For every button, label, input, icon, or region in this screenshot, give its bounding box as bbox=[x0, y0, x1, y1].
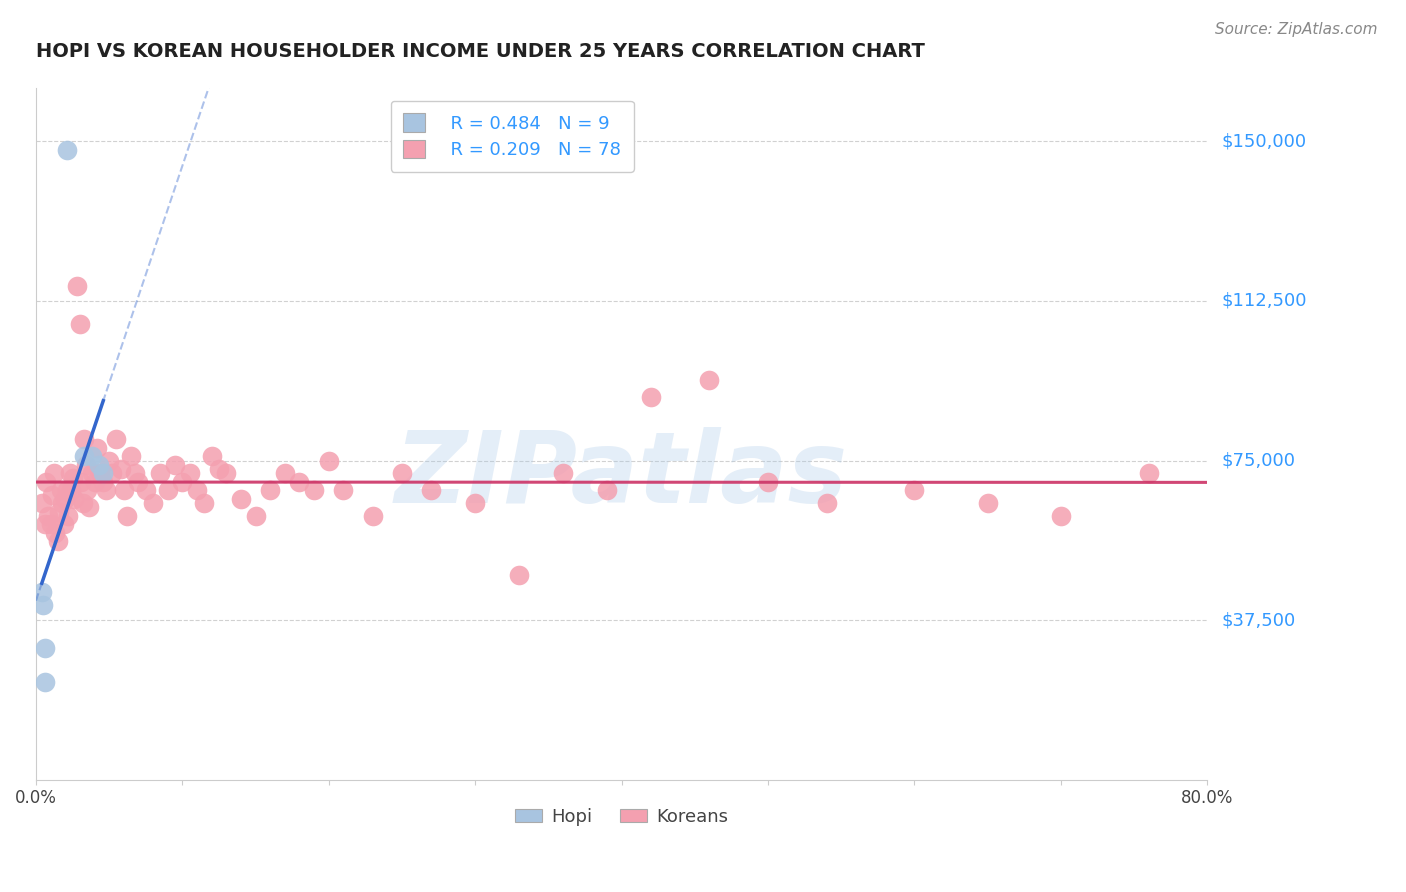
Point bbox=[42, 467, 65, 481]
Point bbox=[32, 598, 55, 612]
Point bbox=[208, 462, 231, 476]
Point bbox=[105, 432, 128, 446]
Point bbox=[699, 373, 721, 387]
Point bbox=[1137, 467, 1160, 481]
Point bbox=[976, 496, 998, 510]
Text: $37,500: $37,500 bbox=[1222, 611, 1295, 629]
Point bbox=[332, 483, 354, 498]
Point bbox=[274, 467, 297, 481]
Text: HOPI VS KOREAN HOUSEHOLDER INCOME UNDER 25 YEARS CORRELATION CHART: HOPI VS KOREAN HOUSEHOLDER INCOME UNDER … bbox=[37, 42, 925, 61]
Text: $150,000: $150,000 bbox=[1222, 132, 1306, 151]
Point bbox=[39, 517, 62, 532]
Point bbox=[37, 508, 59, 523]
Text: $112,500: $112,500 bbox=[1222, 292, 1306, 310]
Point bbox=[59, 467, 82, 481]
Point bbox=[815, 496, 838, 510]
Point bbox=[51, 496, 73, 510]
Point bbox=[124, 467, 146, 481]
Point bbox=[179, 467, 201, 481]
Point bbox=[53, 491, 76, 506]
Point bbox=[80, 467, 103, 481]
Point bbox=[302, 483, 325, 498]
Point bbox=[1050, 508, 1073, 523]
Point bbox=[201, 450, 224, 464]
Point bbox=[89, 467, 111, 481]
Point bbox=[73, 432, 96, 446]
Point bbox=[35, 475, 58, 489]
Point bbox=[75, 458, 97, 472]
Point bbox=[31, 496, 53, 510]
Point bbox=[34, 674, 56, 689]
Point bbox=[66, 279, 89, 293]
Point bbox=[135, 483, 157, 498]
Point bbox=[127, 475, 149, 489]
Point bbox=[508, 568, 530, 582]
Point bbox=[149, 467, 172, 481]
Point bbox=[55, 483, 77, 498]
Point bbox=[420, 483, 443, 498]
Point bbox=[115, 508, 138, 523]
Point bbox=[142, 496, 165, 510]
Point bbox=[31, 585, 53, 599]
Point bbox=[62, 470, 84, 484]
Point bbox=[215, 467, 238, 481]
Point bbox=[98, 453, 121, 467]
Point bbox=[87, 458, 110, 472]
Point bbox=[391, 467, 413, 481]
Point bbox=[101, 467, 124, 481]
Point bbox=[72, 496, 94, 510]
Point bbox=[259, 483, 281, 498]
Point bbox=[551, 467, 574, 481]
Point bbox=[229, 491, 252, 506]
Point bbox=[91, 467, 114, 481]
Point bbox=[34, 517, 56, 532]
Point bbox=[163, 458, 186, 472]
Point bbox=[245, 508, 267, 523]
Point bbox=[91, 475, 114, 489]
Point bbox=[44, 525, 66, 540]
Point bbox=[83, 475, 105, 489]
Legend: Hopi, Koreans: Hopi, Koreans bbox=[508, 800, 735, 833]
Point bbox=[288, 475, 311, 489]
Point bbox=[464, 496, 486, 510]
Point bbox=[60, 483, 83, 498]
Point bbox=[96, 483, 118, 498]
Point bbox=[49, 483, 72, 498]
Text: $75,000: $75,000 bbox=[1222, 451, 1295, 469]
Point bbox=[903, 483, 925, 498]
Point bbox=[34, 640, 56, 655]
Point bbox=[73, 450, 96, 464]
Point bbox=[56, 508, 79, 523]
Point bbox=[80, 450, 103, 464]
Point bbox=[120, 450, 142, 464]
Point bbox=[186, 483, 208, 498]
Point bbox=[110, 462, 132, 476]
Point bbox=[640, 390, 662, 404]
Point bbox=[596, 483, 619, 498]
Point bbox=[70, 475, 93, 489]
Text: Source: ZipAtlas.com: Source: ZipAtlas.com bbox=[1215, 22, 1378, 37]
Point bbox=[193, 496, 215, 510]
Point bbox=[63, 491, 86, 506]
Point bbox=[112, 483, 135, 498]
Point bbox=[77, 500, 100, 515]
Point bbox=[69, 318, 91, 332]
Point bbox=[318, 453, 340, 467]
Point bbox=[41, 487, 63, 501]
Point bbox=[86, 441, 108, 455]
Point bbox=[156, 483, 179, 498]
Point bbox=[55, 143, 77, 157]
Point bbox=[52, 517, 75, 532]
Point bbox=[172, 475, 194, 489]
Point bbox=[46, 534, 69, 549]
Text: ZIPatlas: ZIPatlas bbox=[395, 427, 848, 524]
Point bbox=[76, 483, 98, 498]
Point bbox=[361, 508, 384, 523]
Point bbox=[756, 475, 779, 489]
Point bbox=[48, 505, 70, 519]
